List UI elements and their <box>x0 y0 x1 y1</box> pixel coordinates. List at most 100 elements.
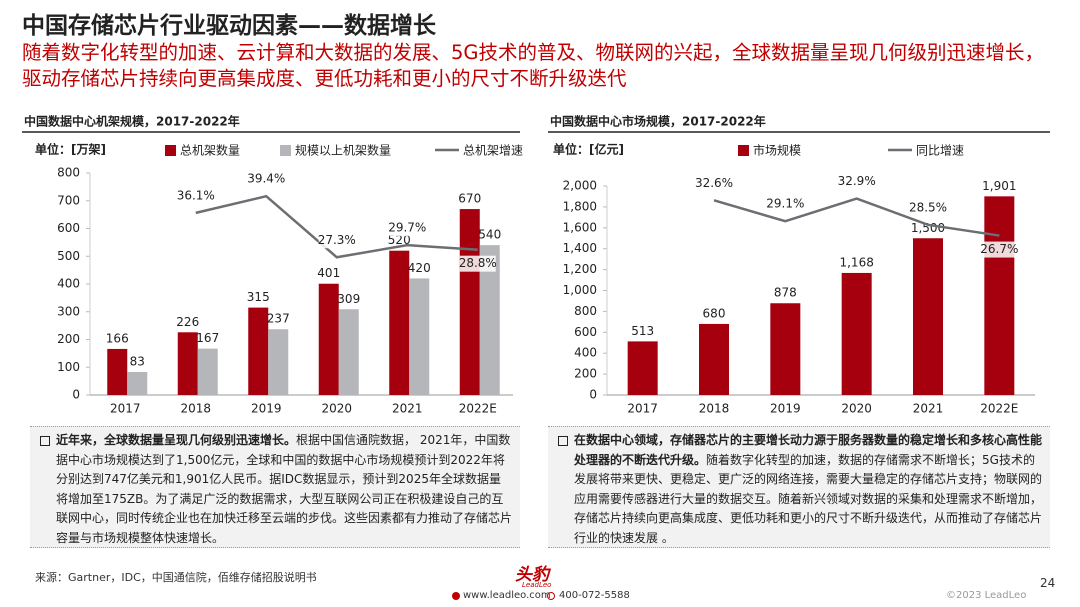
line-label: 39.4% <box>247 172 285 186</box>
line-label: 27.3% <box>318 233 356 247</box>
x-tick-label: 2019 <box>770 402 801 416</box>
bar-label: 520 <box>388 233 411 247</box>
slide-title: 中国存储芯片行业驱动因素——数据增长 <box>22 13 436 39</box>
line-label-bg <box>838 173 875 190</box>
line-label-bg <box>981 241 1018 258</box>
line-label: 26.7% <box>980 242 1018 256</box>
y-tick-label: 0 <box>72 388 80 402</box>
bar-label: 83 <box>130 354 145 368</box>
x-tick-label: 2022E <box>980 402 1018 416</box>
copyright: ©2023 LeadLeo <box>946 590 1027 601</box>
legend-swatch <box>280 145 291 156</box>
chart-title: 中国数据中心市场规模，2017-2022年 <box>550 114 766 129</box>
y-tick-label: 500 <box>57 249 80 263</box>
y-tick-label: 100 <box>57 360 80 374</box>
line-label: 32.9% <box>838 174 876 188</box>
bar-label: 309 <box>337 292 360 306</box>
x-tick-label: 2021 <box>913 402 944 416</box>
y-tick-label: 2,000 <box>563 179 597 193</box>
bar-label: 401 <box>317 266 340 280</box>
y-tick-label: 1,800 <box>563 199 597 213</box>
line-label: 28.5% <box>909 200 947 214</box>
line-series <box>713 197 1000 237</box>
y-tick-label: 600 <box>574 325 597 339</box>
bar <box>107 348 128 395</box>
x-tick-label: 2022E <box>459 402 497 416</box>
bar-label: 315 <box>247 290 270 304</box>
line-label: 29.7% <box>388 221 426 235</box>
note-box: 近年来，全球数据量呈现几何级别迅速增长。根据中国信通院数据， 2021年，中国数… <box>30 426 520 548</box>
y-tick-label: 0 <box>589 388 597 402</box>
bar <box>127 371 148 395</box>
legend-swatch <box>165 145 176 156</box>
bar <box>627 341 658 395</box>
bar-label: 167 <box>196 331 219 345</box>
bar <box>268 329 289 395</box>
bar <box>197 348 218 395</box>
legend-label: 总机架增速 <box>463 144 523 158</box>
bar <box>984 196 1015 395</box>
bar <box>479 245 500 395</box>
note-text: 根据中国信通院数据， 2021年，中国数据中心市场规模达到了1,500亿元，全球… <box>56 433 513 545</box>
logo: 头豹 <box>515 565 549 585</box>
x-tick-label: 2019 <box>251 402 282 416</box>
x-tick-label: 2021 <box>392 402 423 416</box>
bullet <box>558 436 568 446</box>
y-tick-label: 300 <box>57 304 80 318</box>
bar-label: 420 <box>408 261 431 275</box>
y-tick-label: 200 <box>57 332 80 346</box>
note-box: 在数据中心领域，存储器芯片的主要增长动力源于服务器数量的稳定增长和多核心高性能处… <box>548 426 1050 548</box>
y-tick-label: 800 <box>574 304 597 318</box>
bar-label: 226 <box>176 315 199 329</box>
bullet <box>40 436 50 446</box>
bar <box>770 303 801 395</box>
x-tick-label: 2017 <box>627 402 658 416</box>
bar-label: 1,168 <box>839 255 873 269</box>
line-label-bg <box>177 187 214 204</box>
legend-label: 同比增速 <box>916 144 964 158</box>
note-bold: 近年来，全球数据量呈现几何级别迅速增长。 <box>56 433 297 447</box>
x-tick-label: 2020 <box>841 402 872 416</box>
slide-subtitle: 随着数字化转型的加速、云计算和大数据的发展、5G技术的普及、物联网的兴起，全球数… <box>22 41 1045 90</box>
bar <box>913 238 943 395</box>
bar-label: 878 <box>774 286 797 300</box>
y-tick-label: 200 <box>574 367 597 381</box>
legend-swatch <box>738 145 749 156</box>
phone-icon <box>547 592 555 600</box>
bar-label: 166 <box>106 331 129 345</box>
bar-label: 237 <box>267 312 290 326</box>
bar <box>409 278 430 395</box>
line-label: 29.1% <box>766 197 804 211</box>
unit-label: 单位：[万架] <box>35 142 106 157</box>
phone: 400-072-5588 <box>559 590 630 601</box>
y-tick-label: 700 <box>57 193 80 207</box>
line-label-bg <box>389 220 426 237</box>
source: 来源：Gartner，IDC，中国通信院，佰维存储招股说明书 <box>35 571 317 584</box>
logo-sub: LeadLeo <box>522 581 552 589</box>
line-label-bg <box>910 199 946 216</box>
line-label: 28.8% <box>459 256 497 270</box>
bar-label: 1,901 <box>982 179 1016 193</box>
note-bold: 在数据中心领域，存储器芯片的主要增长动力源于服务器数量的稳定增长和多核心高性能处… <box>574 433 1043 467</box>
y-tick-label: 400 <box>574 346 597 360</box>
legend-label: 规模以上机架数量 <box>295 143 391 158</box>
x-tick-label: 2017 <box>110 402 141 416</box>
bar-label: 670 <box>458 192 481 206</box>
x-tick-label: 2018 <box>699 402 730 416</box>
note-text: 随着数字化转型的加速，数据的存储需求不断增长；5G技术的发展将带来更快、更稳定、… <box>574 452 1043 545</box>
bar <box>841 272 872 395</box>
line-label-bg <box>767 196 804 213</box>
bar <box>318 283 339 395</box>
legend-label: 总机架数量 <box>180 143 240 158</box>
website: www.leadleo.com <box>463 590 551 601</box>
line-label-bg <box>318 232 355 249</box>
line-label-bg <box>459 255 496 272</box>
page-number: 24 <box>1040 576 1056 590</box>
bar <box>389 250 410 395</box>
chart-title: 中国数据中心机架规模，2017-2022年 <box>24 114 240 129</box>
bar <box>177 332 198 395</box>
y-tick-label: 800 <box>57 166 80 180</box>
line-label: 36.1% <box>177 188 215 202</box>
